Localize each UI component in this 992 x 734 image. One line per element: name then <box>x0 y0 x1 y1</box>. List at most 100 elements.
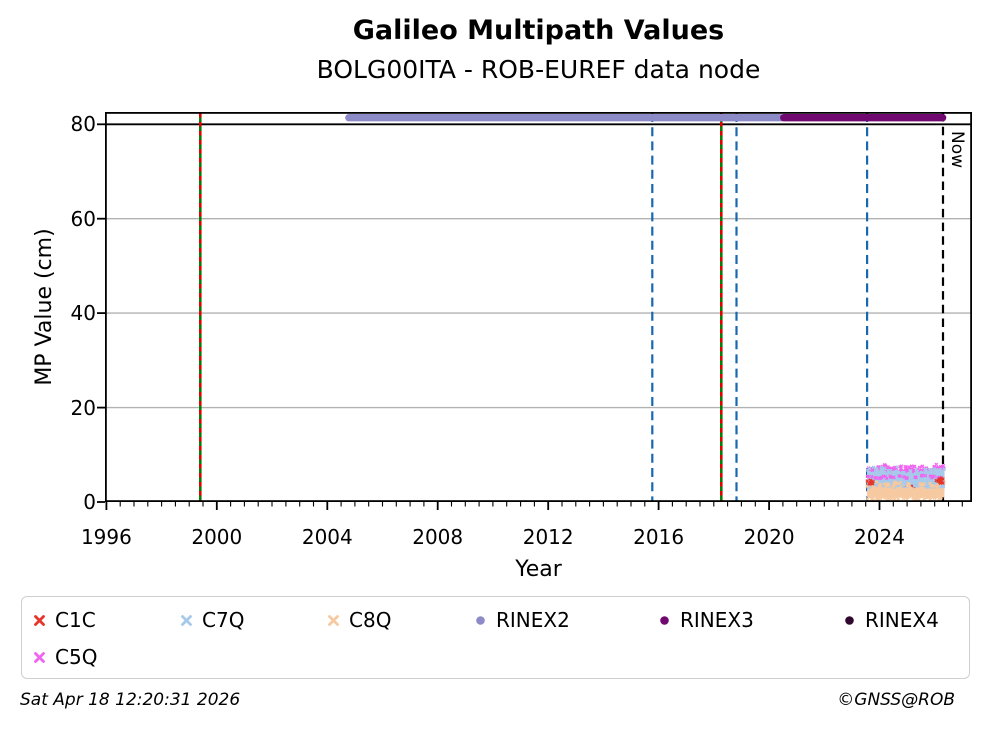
y-tick-label: 60 <box>70 206 96 231</box>
scatter-speck <box>904 476 909 480</box>
x-tick-label: 2012 <box>522 525 574 549</box>
scatter-speck <box>908 468 913 473</box>
scatter-speck <box>912 464 916 469</box>
scatter-speck <box>871 496 876 501</box>
x-tick-label: 2000 <box>191 525 243 549</box>
scatter-speck <box>897 474 901 478</box>
scatter-speck <box>937 497 941 501</box>
scatter-speck <box>874 496 879 501</box>
x-marker-icon <box>328 614 339 626</box>
circle-marker-icon <box>660 615 669 625</box>
plot-timestamp: Sat Apr 18 12:20:31 2026 <box>20 690 241 710</box>
c8q-band <box>867 483 945 499</box>
scatter-speck <box>924 495 929 500</box>
legend-label: C7Q <box>202 608 245 632</box>
legend-label: C8Q <box>349 608 392 632</box>
scatter-speck <box>892 481 897 486</box>
scatter-speck <box>874 466 878 471</box>
scatter-speck <box>878 496 883 501</box>
scatter-speck <box>914 496 919 501</box>
scatter-speck <box>914 467 919 472</box>
scatter-speck <box>928 474 933 478</box>
scatter-speck <box>920 464 925 469</box>
now-annotation: Now <box>947 131 967 169</box>
scatter-speck <box>898 480 903 485</box>
legend-label: RINEX2 <box>496 608 570 632</box>
scatter-speck <box>942 467 947 472</box>
scatter-speck <box>902 470 906 475</box>
scatter-speck <box>865 497 870 501</box>
scatter-speck <box>886 482 890 487</box>
scatter-speck <box>929 484 934 488</box>
y-tick-label: 20 <box>70 395 96 420</box>
scatter-speck <box>928 497 933 502</box>
scatter-speck <box>907 482 911 487</box>
scatter-speck <box>939 495 943 500</box>
scatter-speck <box>895 465 899 469</box>
circle-marker-icon <box>476 615 485 625</box>
scatter-speck <box>874 480 879 484</box>
scatter-speck <box>919 474 924 478</box>
scatter-speck <box>912 483 917 487</box>
scatter-speck <box>928 481 932 486</box>
scatter-speck <box>927 468 932 473</box>
scatter-speck <box>939 476 944 480</box>
legend: C1C C7Q C8Q RINEX2 RINEX3 RINEX4 C5Q <box>21 596 970 679</box>
scatter-speck <box>883 463 888 468</box>
scatter-speck <box>865 474 870 479</box>
legend-item-rinex4: RINEX4 <box>843 607 939 633</box>
scatter-speck <box>939 484 944 489</box>
legend-label: RINEX3 <box>680 608 754 632</box>
y-tick-label: 0 <box>83 489 96 514</box>
scatter-speck <box>923 473 928 478</box>
scatter-speck <box>934 485 939 490</box>
y-tick-label: 40 <box>70 301 96 326</box>
legend-item-c1c: C1C <box>33 607 96 633</box>
scatter-speck <box>890 466 894 470</box>
legend-item-c8q: C8Q <box>327 607 391 633</box>
scatter-speck <box>865 484 869 489</box>
scatter-speck <box>868 478 873 483</box>
scatter-speck <box>914 475 918 480</box>
scatter-speck <box>941 463 946 468</box>
x-tick-label: 1996 <box>80 525 132 549</box>
scatter-speck <box>934 467 939 472</box>
scatter-speck <box>865 479 870 483</box>
scatter-speck <box>871 465 876 470</box>
scatter-speck <box>924 467 928 472</box>
scatter-speck <box>938 464 943 469</box>
scatter-speck <box>871 479 875 484</box>
scatter-speck <box>883 474 888 479</box>
x-tick-label: 2024 <box>854 525 905 549</box>
scatter-speck <box>867 466 872 471</box>
legend-item-rinex3: RINEX3 <box>658 607 754 633</box>
plot-border <box>105 112 973 503</box>
scatter-speck <box>876 469 881 474</box>
chart-subtitle: BOLG00ITA - ROB-EUREF data node <box>316 55 761 84</box>
x-axis-label: Year <box>515 557 562 582</box>
y-axis-label: MP Value (cm) <box>32 228 57 386</box>
y-tick-label: 80 <box>70 112 96 137</box>
legend-item-rinex2: RINEX2 <box>474 607 570 633</box>
scatter-speck <box>874 483 879 488</box>
x-marker-icon <box>34 614 45 626</box>
copyright-credit: ©GNSS@ROB <box>837 690 955 710</box>
scatter-speck <box>867 482 872 486</box>
x-tick-label: 2008 <box>412 525 464 549</box>
scatter-speck <box>877 482 882 487</box>
scatter-speck <box>879 465 884 470</box>
x-marker-icon <box>34 651 45 663</box>
scatter-speck <box>901 484 906 489</box>
x-tick-label: 2020 <box>743 525 795 549</box>
legend-item-c7q: C7Q <box>180 607 244 633</box>
rinex3-bar <box>780 114 947 122</box>
scatter-speck <box>886 468 890 473</box>
legend-label: C1C <box>55 608 96 632</box>
scatter-speck <box>869 474 874 479</box>
scatter-speck <box>932 468 937 473</box>
legend-item-c5q: C5Q <box>33 644 97 670</box>
scatter-speck <box>936 479 941 484</box>
scatter-speck <box>889 471 894 476</box>
chart-title: Galileo Multipath Values <box>352 15 725 46</box>
scatter-speck <box>877 476 882 481</box>
